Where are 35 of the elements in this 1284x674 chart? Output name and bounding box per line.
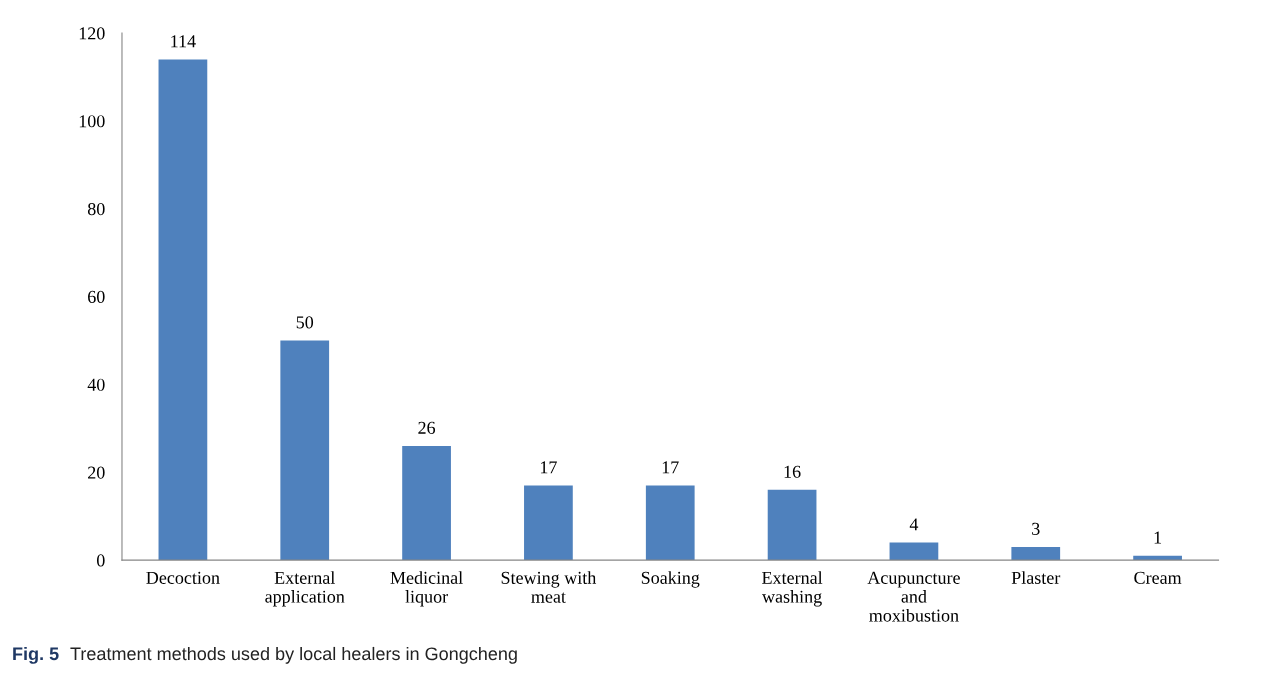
- bar: [767, 489, 817, 561]
- data-label: 17: [662, 461, 679, 474]
- y-tick-label: 100: [79, 115, 105, 128]
- y-tick-label: 80: [87, 202, 105, 216]
- data-label: 4: [909, 518, 919, 531]
- x-tick-label: Decoction: [146, 571, 220, 584]
- x-tick-label: Acupuncture and moxibustion: [867, 571, 960, 622]
- x-tick-label: Cream: [1134, 571, 1182, 584]
- y-tick-label: 20: [88, 466, 105, 479]
- bar: [402, 445, 451, 561]
- x-tick-label: External washing: [762, 571, 823, 607]
- data-label: 26: [418, 421, 436, 434]
- x-tick-label: Medicinal liquor: [390, 571, 463, 607]
- bar: [280, 340, 330, 561]
- data-label: 50: [296, 316, 314, 329]
- bar: [645, 485, 695, 561]
- y-tick-label: 120: [79, 27, 105, 40]
- caption: Fig. 5: [13, 646, 59, 664]
- data-label: 1: [1154, 531, 1162, 544]
- y-tick-label: 0: [96, 554, 105, 567]
- text: Treatment methods used by local healers in Gongcheng: [70, 646, 517, 664]
- bar: [1011, 546, 1061, 561]
- bar: [158, 59, 208, 561]
- bar: [889, 542, 939, 561]
- x-tick-label: Stewing with meat: [501, 571, 597, 603]
- y-tick-label: 40: [87, 378, 105, 391]
- x-tick-label: Soaking: [641, 571, 700, 588]
- x-tick-label: External application: [265, 571, 345, 607]
- data-label: 17: [540, 461, 557, 474]
- data-label: 3: [1032, 522, 1040, 535]
- bar: [524, 485, 573, 561]
- x-tick-label: Plaster: [1011, 571, 1061, 584]
- data-label: 16: [784, 465, 801, 478]
- y-tick-label: 60: [88, 290, 105, 303]
- data-label: 114: [171, 35, 196, 48]
